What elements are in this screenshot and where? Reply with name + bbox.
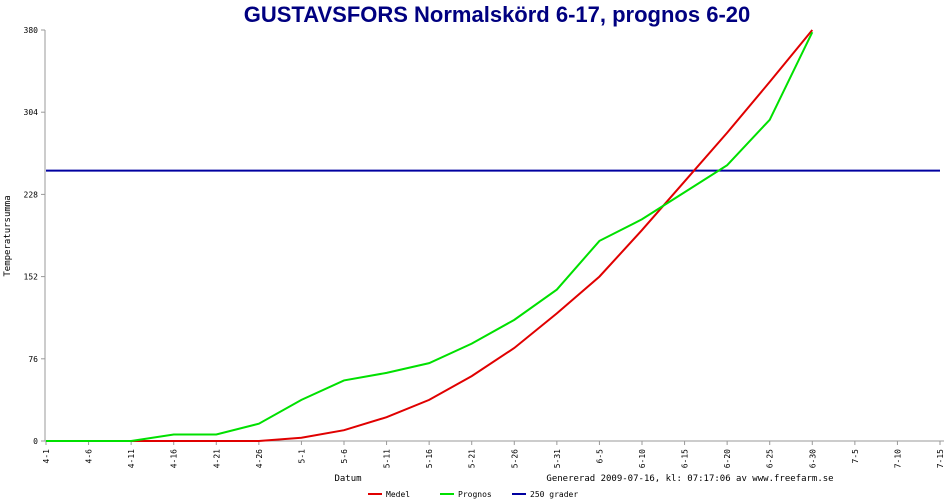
x-tick-label: 6-5 [595, 449, 604, 464]
x-tick-label: 7-10 [893, 449, 902, 468]
x-tick-label: 5-21 [468, 449, 477, 468]
y-tick-label: 76 [28, 355, 38, 364]
legend-label: 250 grader [530, 490, 578, 499]
x-tick-label: 5-11 [383, 449, 392, 468]
x-tick-label: 5-16 [425, 449, 434, 468]
y-tick-label: 152 [24, 273, 39, 282]
series-line [46, 31, 814, 442]
x-tick-label: 5-1 [297, 449, 306, 464]
x-tick-label: 4-1 [42, 449, 51, 464]
x-tick-label: 5-6 [340, 449, 349, 464]
y-tick-label: 228 [24, 190, 39, 199]
chart-title: GUSTAVSFORS Normalskörd 6-17, prognos 6-… [244, 2, 751, 27]
x-tick-label: 4-11 [127, 449, 136, 468]
x-tick-label: 7-5 [851, 449, 860, 464]
footer: Genererad 2009-07-16, kl: 07:17:06 av ww… [546, 474, 833, 484]
series-line [46, 29, 814, 442]
x-tick-label: 6-30 [808, 449, 817, 468]
x-tick-label: 6-15 [681, 449, 690, 468]
x-tick-label: 7-15 [936, 449, 945, 468]
y-axis-label: Temperatursumma [3, 195, 13, 276]
x-tick-label: 4-21 [212, 449, 221, 468]
legend-label: Medel [386, 490, 410, 499]
x-tick-label: 4-6 [85, 449, 94, 464]
x-tick-label: 5-31 [553, 449, 562, 468]
x-tick-label: 5-26 [510, 449, 519, 468]
y-tick-label: 380 [24, 26, 39, 35]
x-tick-label: 4-26 [255, 449, 264, 468]
x-tick-label: 4-16 [170, 449, 179, 468]
x-tick-label: 6-25 [766, 449, 775, 468]
x-axis-label: Datum [334, 474, 361, 484]
x-tick-label: 6-10 [638, 449, 647, 468]
legend-label: Prognos [458, 490, 492, 499]
y-tick-label: 304 [24, 108, 39, 117]
x-tick-label: 6-20 [723, 449, 732, 468]
y-tick-label: 0 [33, 437, 38, 446]
